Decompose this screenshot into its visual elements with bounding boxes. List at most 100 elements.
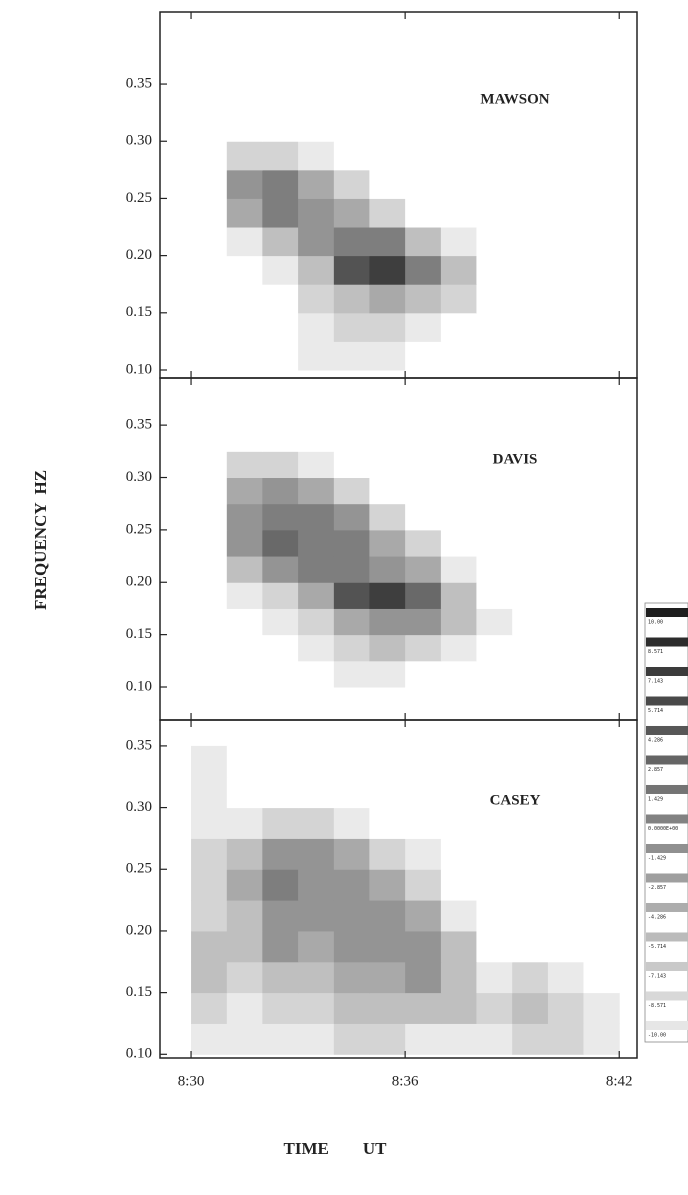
spectrogram-cell	[333, 807, 370, 839]
spectrogram-cell	[333, 425, 370, 452]
colorbar-band	[646, 784, 688, 794]
spectrogram-cell	[583, 451, 620, 479]
y-tick-label: 0.25	[126, 521, 152, 537]
spectrogram-cell	[262, 582, 299, 609]
spectrogram-cell	[547, 807, 584, 839]
spectrogram-cell	[512, 838, 549, 870]
spectrogram-cell	[405, 745, 442, 778]
spectrogram-cell	[369, 745, 406, 778]
spectrogram-cell	[512, 582, 549, 609]
spectrogram-cell	[547, 838, 584, 870]
spectrogram-cell	[191, 608, 228, 636]
spectrogram-cell	[476, 312, 513, 342]
spectrogram-cell	[547, 529, 584, 557]
spectrogram-cell	[512, 169, 549, 199]
spectrogram-cell	[440, 992, 477, 1024]
spectrogram-cell	[369, 900, 406, 932]
colorbar-band	[646, 991, 688, 1001]
spectrogram-cell	[440, 141, 477, 171]
spectrogram-cell	[583, 900, 620, 932]
spectrogram-cell	[369, 660, 406, 688]
spectrogram-cell	[333, 284, 370, 314]
y-tick-label: 0.35	[126, 417, 152, 433]
spectrogram-cell	[547, 477, 584, 505]
colorbar-tick-label: 1.429	[648, 796, 663, 802]
spectrogram-cell	[440, 451, 477, 479]
station-label: DAVIS	[493, 452, 538, 468]
spectrogram-cell	[298, 529, 335, 557]
y-tick-label: 0.30	[126, 469, 152, 485]
spectrogram-cell	[583, 930, 620, 963]
spectrogram-cell	[476, 529, 513, 557]
spectrogram-cell	[191, 529, 228, 557]
spectrogram-cell	[512, 1023, 549, 1055]
spectrogram-cell	[476, 992, 513, 1024]
colorbar-tick-label: -8.571	[648, 1003, 666, 1009]
spectrogram-cell	[226, 529, 263, 557]
spectrogram-cell	[369, 776, 406, 809]
y-tick-label: 0.20	[126, 247, 152, 263]
spectrogram-cell	[440, 341, 477, 371]
spectrogram-cell	[369, 312, 406, 342]
spectrogram-cell	[476, 255, 513, 285]
spectrogram-cell	[512, 477, 549, 505]
spectrogram-cell	[226, 227, 263, 257]
spectrogram-cell	[405, 312, 442, 342]
spectrogram-cell	[191, 477, 228, 505]
spectrogram-cell	[333, 227, 370, 257]
spectrogram-cell	[512, 341, 549, 371]
spectrogram-cell	[298, 312, 335, 342]
spectrogram-cell	[191, 84, 228, 114]
spectrogram-cell	[547, 608, 584, 636]
spectrogram-cell	[512, 284, 549, 314]
y-tick-label: 0.30	[126, 133, 152, 149]
spectrogram-cell	[547, 745, 584, 778]
spectrogram-cell	[512, 869, 549, 901]
spectrogram-cell	[583, 608, 620, 636]
spectrogram-cell	[583, 255, 620, 285]
spectrogram-cell	[333, 634, 370, 662]
spectrogram-cell	[512, 141, 549, 171]
spectrogram-cell	[333, 745, 370, 778]
spectrogram-cell	[405, 169, 442, 199]
spectrogram-cell	[476, 900, 513, 932]
spectrogram-cell	[476, 582, 513, 609]
spectrogram-cell	[476, 776, 513, 809]
spectrogram-cell	[298, 503, 335, 531]
spectrogram-cell	[191, 425, 228, 452]
spectrogram-cell	[191, 582, 228, 609]
spectrogram-cell	[226, 198, 263, 228]
spectrogram-cell	[191, 255, 228, 285]
spectrogram-cell	[476, 227, 513, 257]
spectrogram-cell	[333, 84, 370, 114]
spectrogram-cell	[440, 312, 477, 342]
spectrogram-cell	[440, 503, 477, 531]
spectrogram-cell	[333, 869, 370, 901]
x-tick-label: 8:30	[178, 1073, 205, 1089]
spectrogram-cell	[583, 503, 620, 531]
spectrogram-cell	[476, 869, 513, 901]
spectrogram-cell	[226, 141, 263, 171]
spectrogram-cell	[512, 807, 549, 839]
spectrogram-cell	[191, 634, 228, 662]
spectrogram-cell	[298, 255, 335, 285]
spectrogram-cell	[226, 425, 263, 452]
spectrogram-cell	[262, 930, 299, 963]
spectrogram-cell	[583, 660, 620, 688]
colorbar-tick-label: 7.143	[648, 678, 663, 684]
spectrogram-cell	[440, 477, 477, 505]
spectrogram-cell	[440, 900, 477, 932]
spectrogram-cell	[440, 198, 477, 228]
spectrogram-cell	[262, 869, 299, 901]
spectrogram-cell	[583, 169, 620, 199]
spectrogram-cell	[440, 582, 477, 609]
spectrogram-cell	[583, 529, 620, 557]
spectrogram-cell	[512, 84, 549, 114]
spectrogram-cell	[476, 961, 513, 994]
spectrogram-cell	[191, 198, 228, 228]
spectrogram-cell	[298, 776, 335, 809]
y-tick-label: 0.10	[126, 678, 152, 694]
spectrogram-cell	[512, 660, 549, 688]
spectrogram-cell	[547, 992, 584, 1024]
spectrogram-cell	[440, 255, 477, 285]
